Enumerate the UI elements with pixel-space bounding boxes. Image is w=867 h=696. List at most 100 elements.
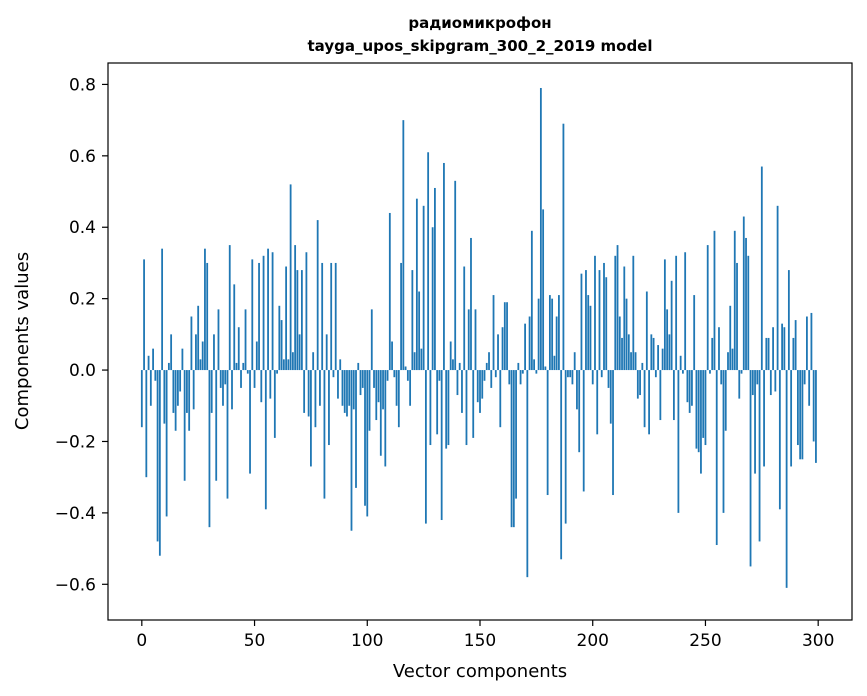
bar-37	[224, 370, 227, 385]
bar-77	[314, 370, 317, 428]
bar-22	[190, 316, 193, 371]
y-tick-label: 0.4	[69, 218, 96, 238]
bar-15	[174, 370, 177, 431]
bar-241	[684, 252, 687, 371]
bar-151	[481, 370, 484, 399]
bar-203	[598, 270, 601, 371]
bar-96	[357, 362, 360, 371]
bar-89	[341, 370, 344, 406]
bar-278	[767, 337, 770, 371]
bar-60	[276, 370, 278, 374]
bar-186	[560, 370, 563, 560]
bar-150	[479, 370, 481, 413]
bar-223	[643, 370, 646, 428]
bar-295	[806, 316, 808, 371]
bar-250	[704, 370, 707, 446]
bar-7	[156, 370, 159, 542]
bar-142	[461, 370, 463, 413]
bar-256	[718, 327, 720, 371]
bar-55	[264, 370, 267, 510]
bar-199	[589, 305, 592, 371]
bar-162	[506, 302, 508, 371]
bar-4	[149, 370, 152, 406]
bar-8	[158, 370, 161, 556]
bar-118	[406, 370, 409, 381]
bar-172	[528, 316, 531, 371]
bar-168	[519, 370, 522, 385]
bar-283	[778, 370, 781, 510]
bar-61	[278, 305, 281, 371]
bar-1	[143, 259, 145, 371]
y-tick-label: −0.2	[55, 432, 96, 452]
bar-206	[605, 277, 608, 371]
bar-149	[476, 370, 479, 403]
bar-244	[691, 370, 693, 406]
bar-184	[555, 316, 558, 371]
bar-33	[215, 370, 218, 481]
bar-31	[210, 370, 213, 413]
bar-240	[682, 370, 684, 374]
bar-293	[801, 370, 804, 460]
bar-271	[751, 370, 754, 396]
bar-87	[337, 370, 339, 399]
bar-253	[711, 337, 714, 371]
bar-125	[422, 205, 425, 371]
bar-291	[796, 370, 799, 446]
bar-112	[393, 370, 396, 378]
bar-43	[237, 327, 240, 371]
bar-212	[618, 316, 621, 371]
bar-45	[242, 362, 245, 371]
bar-90	[343, 370, 346, 413]
bar-27	[201, 341, 204, 371]
bar-246	[695, 370, 698, 449]
bar-41	[233, 284, 236, 371]
x-tick-label: 50	[244, 631, 266, 651]
bar-198	[587, 295, 590, 371]
bar-156	[492, 295, 495, 371]
bar-110	[388, 212, 391, 371]
bar-160	[501, 327, 504, 371]
y-tick-label: −0.6	[55, 575, 96, 595]
bar-165	[512, 370, 515, 528]
bar-272	[754, 370, 756, 474]
bar-188	[564, 370, 567, 524]
x-tick-label: 250	[689, 631, 721, 651]
bar-236	[672, 370, 675, 421]
bar-57	[269, 370, 272, 399]
bar-78	[316, 220, 319, 371]
bar-261	[729, 305, 732, 371]
bar-252	[709, 370, 711, 374]
bar-218	[632, 255, 635, 371]
bar-192	[573, 352, 576, 371]
bar-29	[206, 262, 209, 371]
bar-73	[305, 252, 308, 371]
bar-287	[787, 270, 790, 371]
bar-111	[391, 341, 393, 371]
bar-257	[720, 370, 723, 385]
bar-145	[467, 309, 470, 371]
bar-204	[600, 370, 603, 378]
bar-269	[747, 255, 750, 371]
bar-209	[612, 370, 614, 496]
bar-93	[350, 370, 353, 531]
plot-frame	[107, 62, 853, 621]
bar-117	[404, 366, 407, 371]
bar-153	[485, 362, 488, 371]
bar-38	[226, 370, 229, 499]
bar-133	[440, 370, 443, 521]
bar-44	[240, 370, 242, 388]
bar-122	[415, 198, 418, 371]
bar-21	[188, 370, 191, 431]
bar-178	[542, 209, 545, 371]
bar-210	[614, 255, 617, 371]
bar-84	[330, 262, 333, 371]
bar-263	[733, 230, 736, 371]
bar-154	[488, 352, 490, 371]
bar-88	[339, 359, 342, 371]
bar-42	[235, 362, 238, 371]
bar-46	[244, 309, 247, 371]
bar-106	[379, 370, 382, 456]
bar-217	[630, 352, 632, 371]
bar-91	[346, 370, 348, 417]
y-tick-label: 0.8	[69, 75, 96, 95]
